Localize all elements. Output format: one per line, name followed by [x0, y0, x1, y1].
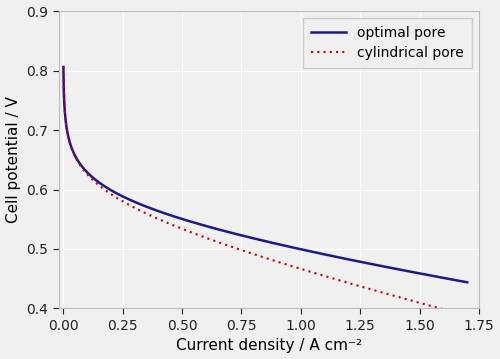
optimal pore [81, 167, 87, 171]
cylindrical pore [60, 65, 66, 69]
optimal pore [60, 65, 66, 69]
Line: optimal pore: optimal pore [64, 67, 467, 282]
optimal pore [452, 278, 458, 282]
optimal pore [256, 238, 262, 242]
cylindrical pore [378, 290, 384, 294]
cylindrical pore [246, 251, 252, 255]
optimal pore [464, 280, 470, 284]
cylindrical pore [452, 310, 458, 314]
cylindrical pore [452, 311, 458, 315]
cylindrical pore [81, 168, 87, 173]
optimal pore [452, 278, 458, 282]
Legend: optimal pore, cylindrical pore: optimal pore, cylindrical pore [303, 18, 472, 68]
optimal pore [378, 264, 384, 268]
X-axis label: Current density / A cm⁻²: Current density / A cm⁻² [176, 339, 362, 354]
Line: cylindrical pore: cylindrical pore [64, 67, 467, 316]
cylindrical pore [464, 313, 470, 318]
cylindrical pore [256, 254, 262, 258]
optimal pore [246, 235, 252, 239]
Y-axis label: Cell potential / V: Cell potential / V [6, 96, 20, 223]
